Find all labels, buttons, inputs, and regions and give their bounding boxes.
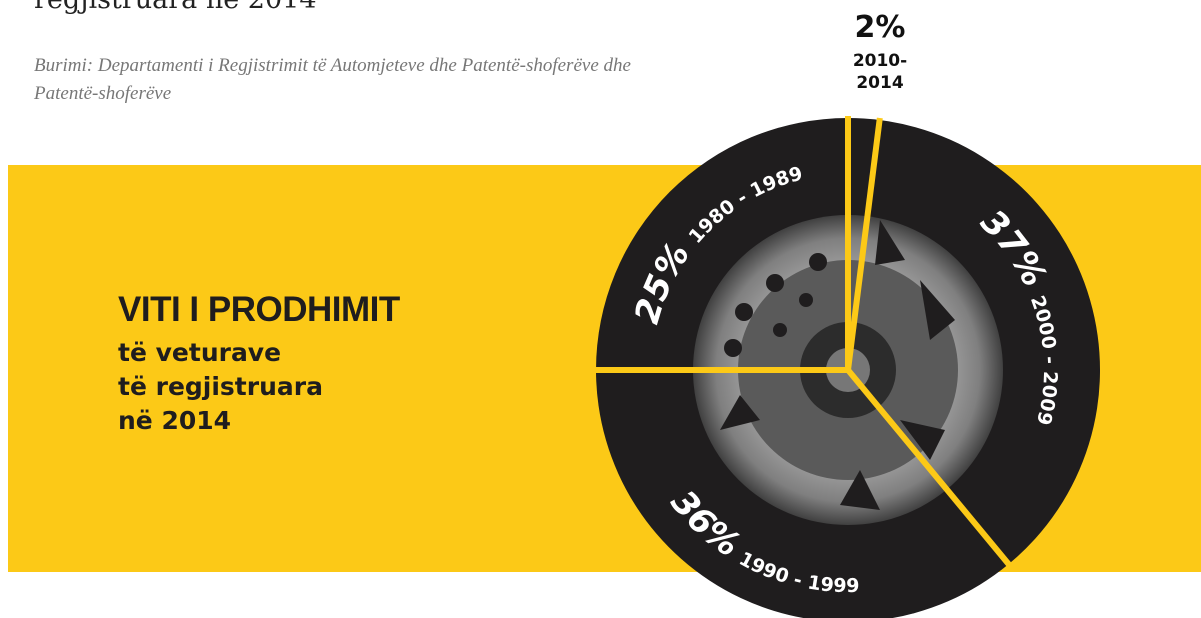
chart: 37%2000 - 200936%1990 - 199925%1980 - 19… [0, 0, 1201, 618]
pie-slice [596, 118, 848, 370]
page: regjistruara në 2014 Burimi: Departament… [0, 0, 1201, 618]
